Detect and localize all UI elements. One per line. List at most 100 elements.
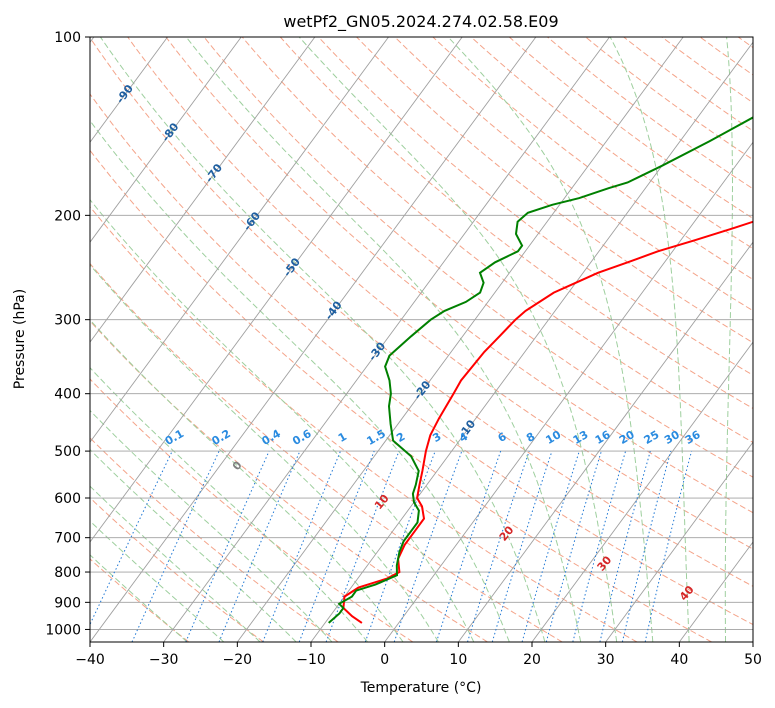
- mixing-ratio-label: 25: [642, 428, 662, 447]
- dry-adiabat: [90, 206, 638, 642]
- moist-adiabat: [90, 119, 510, 642]
- mixing-ratio-label: 10: [544, 428, 564, 447]
- mixing-ratio-line: [131, 450, 220, 642]
- y-tick-label: 100: [54, 30, 81, 46]
- isotherm: [90, 37, 389, 443]
- mixing-ratio-label: 20: [617, 428, 637, 447]
- y-tick-label: 400: [54, 387, 81, 403]
- mixing-ratio-label: 1: [336, 430, 349, 445]
- mixing-ratio-line: [185, 450, 270, 642]
- moist-adiabat-label: 20: [497, 523, 517, 543]
- moist-adiabat: [609, 37, 690, 642]
- y-tick-label: 800: [54, 565, 81, 581]
- moist-adiabat: [90, 554, 188, 642]
- isotherm: [90, 37, 168, 143]
- dry-adiabat: [165, 37, 753, 514]
- moist-adiabat: [298, 37, 618, 642]
- dry-adiabat: [90, 558, 190, 642]
- mixing-ratio-label: 16: [593, 428, 613, 447]
- mixing-ratio-label: 0.2: [210, 427, 233, 448]
- y-tick-label: 600: [54, 491, 81, 507]
- isotherm: [90, 37, 242, 243]
- isotherm: [90, 37, 463, 543]
- temperature-profile: [342, 220, 753, 624]
- dry-adiabat: [90, 497, 264, 642]
- isotherm-label: -40: [322, 298, 345, 322]
- x-axis: −40 −30 −20 −10 0 10 20 30 40 50: [75, 642, 762, 668]
- plot-frame: [89, 36, 754, 643]
- moist-adiabat: [90, 448, 297, 642]
- mixing-ratio-line: [644, 450, 693, 642]
- y-tick-label: 1000: [45, 622, 81, 638]
- moist-adiabat: [90, 409, 333, 642]
- dry-adiabat: [279, 37, 753, 410]
- dry-adiabat: [241, 37, 753, 444]
- isotherm-label: -70: [203, 161, 226, 185]
- dry-adiabat: [90, 37, 753, 587]
- isotherm-label: -90: [114, 82, 137, 106]
- dry-adiabat: [90, 262, 563, 642]
- mixing-ratio-line: [218, 450, 301, 642]
- moist-adiabat: [90, 319, 404, 642]
- moist-adiabat: [90, 198, 475, 642]
- moist-adiabat: [90, 264, 439, 642]
- moist-adiabat-label: 40: [677, 583, 697, 603]
- mixing-ratio-line: [364, 450, 436, 642]
- mixing-ratio-line: [467, 450, 530, 642]
- y-axis-label: Pressure (hPa): [12, 289, 28, 389]
- dry-adiabat: [432, 37, 753, 280]
- x-tick-label: 20: [523, 652, 541, 668]
- dry-adiabat: [356, 37, 753, 344]
- isotherm: [90, 37, 316, 343]
- isotherm: [605, 441, 753, 642]
- moist-adiabat-label: 30: [595, 553, 615, 573]
- dry-adiabat: [547, 37, 753, 190]
- moist-adiabat: [99, 37, 546, 642]
- isotherm: [310, 41, 753, 642]
- profile-lines: [328, 116, 753, 624]
- y-axis: 100 200 300 400 500 600 700 800 900 1000: [45, 30, 90, 638]
- y-tick-label: 700: [54, 531, 81, 547]
- isotherm: [384, 141, 753, 642]
- y-tick-label: 900: [54, 595, 81, 611]
- isotherm: [90, 37, 537, 642]
- mixing-ratio-line: [435, 450, 502, 642]
- isotherm: [163, 37, 610, 642]
- isotherm-label: -50: [281, 255, 304, 279]
- mixing-ratio-line: [90, 450, 173, 626]
- dry-adiabat: [90, 378, 414, 642]
- mixing-ratio-label: 3: [430, 430, 443, 445]
- dry-adiabat: [737, 37, 753, 49]
- y-tick-label: 500: [54, 444, 81, 460]
- moist-adiabat: [724, 37, 733, 642]
- dry-adiabat: [318, 37, 753, 376]
- mixing-ratio-line: [491, 450, 553, 642]
- moist-adiabat: [90, 520, 225, 642]
- mixing-ratio-line: [572, 450, 627, 642]
- line-labels: -100-90-80-70-60-50-40-30-20-100.1 0.2 0.4…: [62, 46, 703, 603]
- moist-adiabat-label: 10: [372, 492, 392, 512]
- moist-adiabat: [185, 37, 582, 642]
- chart-title: wetPf2_GN05.2024.274.02.58.E09: [283, 12, 558, 32]
- dry-adiabat: [661, 37, 753, 104]
- x-tick-label: 10: [449, 652, 467, 668]
- moist-adiabat: [90, 367, 368, 642]
- x-tick-label: 0: [380, 652, 389, 668]
- dewpoint-profile: [328, 116, 753, 624]
- mixing-ratio-label: 6: [496, 430, 509, 445]
- mixing-ratio-label: 36: [683, 428, 703, 447]
- mixing-ratio-line: [262, 450, 341, 642]
- mixing-ratio-line: [545, 450, 602, 642]
- x-tick-label: −30: [149, 652, 179, 668]
- mixing-ratio-line: [325, 450, 400, 642]
- moist-adiabat: [447, 37, 654, 642]
- mixing-ratio-line: [393, 450, 463, 642]
- isotherm: [531, 341, 753, 642]
- moist-adiabat: [90, 485, 261, 642]
- isotherm-label: -100: [62, 46, 89, 76]
- background-lines: [90, 37, 753, 642]
- x-tick-label: −40: [75, 652, 105, 668]
- mixing-ratio-label: 0.1: [163, 427, 186, 448]
- isotherm-label: -60: [241, 209, 264, 233]
- x-tick-label: 50: [744, 652, 762, 668]
